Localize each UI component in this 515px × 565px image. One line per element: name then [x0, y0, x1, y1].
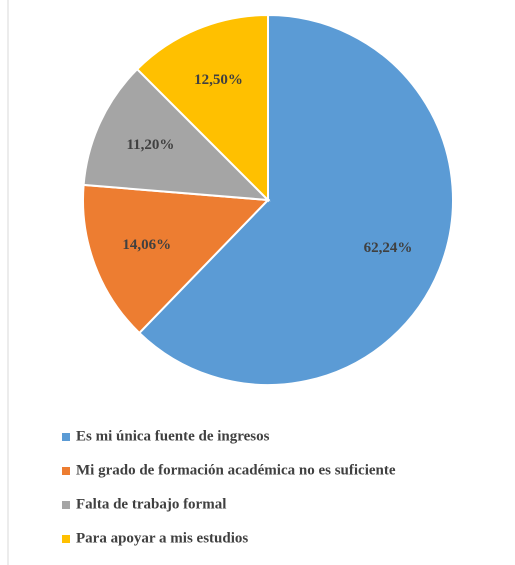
value-label: 12,50%	[194, 72, 243, 88]
legend-swatch	[62, 535, 70, 543]
value-label: 62,24%	[364, 240, 413, 256]
legend-label: Para apoyar a mis estudios	[76, 530, 248, 546]
pie-slice	[82, 67, 271, 202]
pie-slice	[135, 13, 269, 203]
value-label: 11,20%	[127, 137, 175, 153]
pie-slice	[82, 183, 271, 335]
pie-slice	[137, 13, 454, 386]
value-label: 14,06%	[122, 237, 171, 253]
legend-swatch	[62, 433, 70, 441]
legend-swatch	[62, 501, 70, 509]
legend-label: Mi grado de formación académica no es su…	[76, 462, 396, 478]
legend-label: Falta de trabajo formal	[76, 496, 226, 512]
legend-swatch	[62, 467, 70, 475]
legend-label: Es mi única fuente de ingresos	[76, 428, 270, 444]
